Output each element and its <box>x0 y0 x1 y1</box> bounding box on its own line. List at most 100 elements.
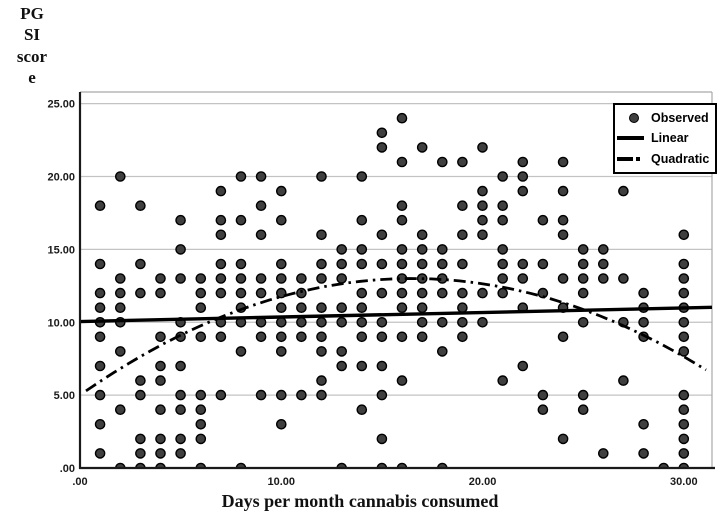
scatter-point <box>678 229 690 241</box>
scatter-point <box>215 229 227 241</box>
observed-points-group <box>94 112 690 469</box>
scatter-point <box>376 331 388 343</box>
scatter-point <box>356 302 368 314</box>
scatter-point <box>255 331 267 343</box>
scatter-point <box>537 389 549 401</box>
scatter-point <box>195 404 207 416</box>
scatter-point <box>316 258 327 270</box>
scatter-point <box>678 433 690 445</box>
scatter-point <box>678 273 690 284</box>
scatter-point <box>135 433 146 445</box>
scatter-point <box>215 331 227 343</box>
scatter-point <box>155 273 166 284</box>
scatter-point <box>678 346 690 357</box>
scatter-point <box>356 214 368 226</box>
scatter-point <box>356 360 368 372</box>
scatter-point <box>275 418 287 430</box>
scatter-point <box>678 331 690 343</box>
scatter-point <box>396 244 408 255</box>
linear-line-icon <box>617 136 644 141</box>
scatter-point <box>457 316 468 328</box>
scatter-point <box>255 171 267 182</box>
scatter-point <box>497 287 509 299</box>
scatter-point <box>457 156 468 168</box>
scatter-point <box>215 185 227 197</box>
scatter-point <box>577 258 589 270</box>
scatter-point <box>296 287 307 299</box>
scatter-point <box>336 346 348 357</box>
scatter-point <box>275 185 287 197</box>
scatter-point <box>497 273 509 284</box>
scatter-point <box>396 258 408 270</box>
scatter-point <box>316 171 327 182</box>
scatter-point <box>316 316 327 328</box>
y-tick-label: 25.00 <box>47 99 75 111</box>
scatter-point <box>577 244 589 255</box>
legend-box: Observed Linear Quadratic <box>613 103 717 174</box>
scatter-point <box>557 185 569 197</box>
scatter-point <box>316 302 327 314</box>
scatter-point <box>416 331 428 343</box>
y-tick-label: 20.00 <box>47 172 75 184</box>
scatter-point <box>376 360 388 372</box>
scatter-point <box>457 200 468 211</box>
scatter-point <box>94 331 106 343</box>
scatter-point <box>336 360 348 372</box>
scatter-point <box>577 287 589 299</box>
scatter-point <box>195 287 207 299</box>
y-tick-label: 10.00 <box>47 317 75 329</box>
scatter-point <box>275 302 287 314</box>
scatter-point <box>316 375 327 386</box>
scatter-point <box>316 389 327 401</box>
scatter-point <box>537 258 549 270</box>
scatter-point <box>155 331 166 343</box>
scatter-point <box>577 316 589 328</box>
scatter-point <box>175 214 186 226</box>
scatter-point <box>94 302 106 314</box>
scatter-point <box>235 171 247 182</box>
scatter-point <box>175 244 186 255</box>
scatter-point <box>396 375 408 386</box>
scatter-point <box>275 389 287 401</box>
scatter-point <box>517 273 529 284</box>
x-tick-label: 20.00 <box>469 476 497 488</box>
scatter-point <box>115 171 126 182</box>
scatter-point <box>557 433 569 445</box>
scatter-point <box>457 229 468 241</box>
scatter-point <box>296 316 307 328</box>
scatter-point <box>235 273 247 284</box>
scatter-point <box>356 171 368 182</box>
scatter-point <box>135 389 146 401</box>
scatter-point <box>135 375 146 386</box>
scatter-point <box>416 316 428 328</box>
scatter-point <box>557 229 569 241</box>
scatter-point <box>436 244 448 255</box>
legend-label-quadratic: Quadratic <box>651 151 710 166</box>
scatter-point <box>296 302 307 314</box>
scatter-point <box>497 200 509 211</box>
scatter-point <box>275 287 287 299</box>
y-axis-title-line: e <box>28 68 36 88</box>
scatter-point <box>497 258 509 270</box>
legend-entry-quadratic: Quadratic <box>617 149 713 168</box>
scatter-point <box>155 448 166 459</box>
x-tick-label: 10.00 <box>268 476 296 488</box>
scatter-point <box>618 185 629 197</box>
y-tick-label: 15.00 <box>47 244 75 256</box>
scatter-point <box>517 156 529 168</box>
legend-entry-observed: Observed <box>617 109 713 128</box>
scatter-point <box>436 287 448 299</box>
scatter-point <box>296 331 307 343</box>
scatter-point <box>175 273 186 284</box>
scatter-point <box>537 404 549 416</box>
scatter-point <box>376 142 388 153</box>
scatter-point <box>195 418 207 430</box>
scatter-point <box>195 331 207 343</box>
scatter-point <box>457 302 468 314</box>
scatter-point <box>436 316 448 328</box>
scatter-point <box>356 331 368 343</box>
scatter-point <box>296 389 307 401</box>
scatter-point <box>497 375 509 386</box>
scatter-point <box>296 273 307 284</box>
scatter-point <box>155 360 166 372</box>
